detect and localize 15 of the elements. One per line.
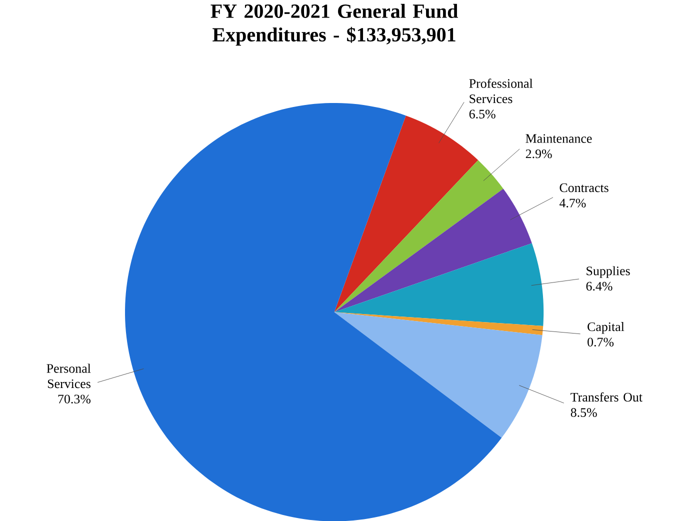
slice-label: Maintenance xyxy=(526,134,592,143)
slice-label: Transfers Out xyxy=(570,392,642,402)
data-label: 2.9% xyxy=(526,149,552,158)
slice-label: Personal Services xyxy=(46,364,91,388)
data-label: 0.7% xyxy=(588,338,614,346)
data-label: 4.7% xyxy=(560,198,586,208)
slice-label: Supplies xyxy=(586,266,630,278)
slice-label: Professional Services xyxy=(469,78,533,104)
slice-label: Capital xyxy=(588,322,624,334)
slice-label: Contracts xyxy=(560,183,608,192)
data-label: 6.5% xyxy=(469,110,496,118)
chart-title: FY 2020-2021 General Fund Expenditures - $133,953,901 xyxy=(210,4,458,46)
data-label: 8.5% xyxy=(570,408,597,417)
data-label: 6.4% xyxy=(586,282,612,291)
data-label: 70.3% xyxy=(58,394,90,404)
